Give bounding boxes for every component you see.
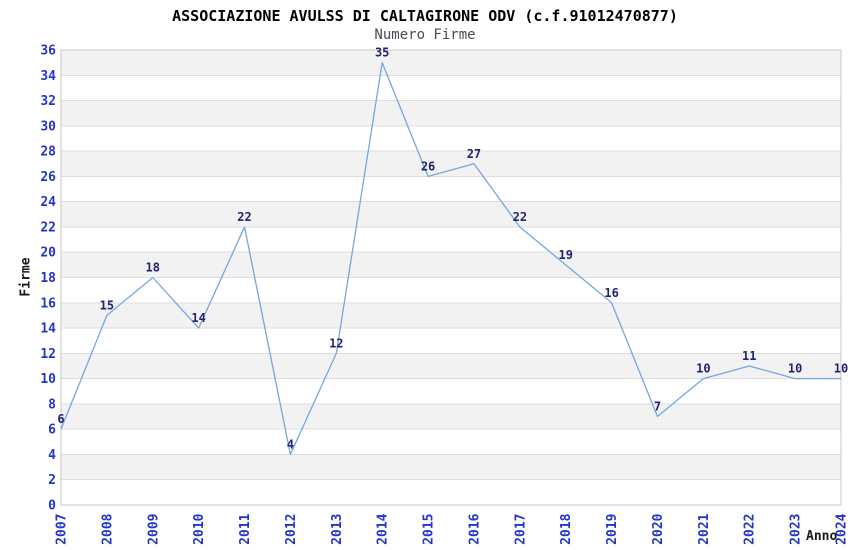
y-tick-label: 2 xyxy=(48,473,56,488)
x-tick-label: 2023 xyxy=(789,514,804,545)
chart-subtitle: Numero Firme xyxy=(374,27,476,43)
data-point-label: 35 xyxy=(375,46,389,60)
x-tick-label: 2007 xyxy=(55,514,70,545)
y-tick-label: 14 xyxy=(40,322,56,337)
y-tick-label: 0 xyxy=(48,499,56,514)
data-point-label: 10 xyxy=(696,362,710,376)
band-row xyxy=(61,429,841,455)
x-tick-label: 2016 xyxy=(467,513,482,544)
data-line xyxy=(60,61,841,456)
data-point-label: 14 xyxy=(191,311,205,325)
data-point-label: 22 xyxy=(513,210,527,224)
x-tick-label: 2019 xyxy=(605,514,620,545)
data-point-label: 4 xyxy=(287,437,294,451)
data-point-label: 10 xyxy=(788,362,802,376)
y-tick-label: 30 xyxy=(40,119,56,134)
y-tick-label: 6 xyxy=(48,423,56,438)
band-row xyxy=(61,151,841,177)
band-row xyxy=(61,50,841,76)
band-row xyxy=(61,75,841,101)
x-tick-label: 2015 xyxy=(422,514,437,545)
band-row xyxy=(61,125,841,152)
chart-title: ASSOCIAZIONE AVULSS DI CALTAGIRONE ODV (… xyxy=(172,7,678,25)
x-tick-label: 2024 xyxy=(835,513,850,544)
y-tick-label: 10 xyxy=(40,372,56,387)
x-axis-title: Anno xyxy=(806,529,838,544)
x-tick-label: 2017 xyxy=(513,514,528,545)
y-tick-label: 34 xyxy=(40,69,56,84)
band-row xyxy=(61,100,841,126)
x-tick-label: 2020 xyxy=(651,513,666,544)
band-row xyxy=(61,353,841,379)
x-tick-label: 2021 xyxy=(697,513,712,544)
band-row xyxy=(61,252,841,278)
y-tick-label: 24 xyxy=(40,195,56,210)
band-row xyxy=(61,302,841,329)
plot-border xyxy=(60,49,842,506)
data-point-label: 12 xyxy=(329,336,343,350)
y-tick-label: 16 xyxy=(40,296,56,311)
y-tick-label: 8 xyxy=(48,397,56,412)
data-point-label: 7 xyxy=(654,400,661,414)
y-tick-label: 18 xyxy=(40,271,56,286)
data-point-label: 16 xyxy=(604,286,618,300)
x-tick-label: 2022 xyxy=(743,514,758,545)
data-point-label: 10 xyxy=(834,362,848,376)
data-point-label: 6 xyxy=(57,412,64,426)
band-row xyxy=(61,454,841,480)
x-tick-label: 2009 xyxy=(146,514,161,545)
data-point-label: 19 xyxy=(558,248,572,262)
x-tick-label: 2014 xyxy=(376,513,391,544)
data-point-label: 27 xyxy=(467,147,481,161)
data-point-label: 11 xyxy=(742,349,756,363)
y-tick-label: 20 xyxy=(40,246,56,261)
x-tick-label: 2011 xyxy=(238,513,253,544)
band-row xyxy=(61,201,841,227)
band-row xyxy=(61,378,841,404)
data-point-label: 15 xyxy=(100,298,114,312)
band-row xyxy=(61,479,841,505)
data-point-label: 22 xyxy=(237,210,251,224)
data-point-label: 26 xyxy=(421,159,435,173)
band-row xyxy=(61,277,841,303)
y-tick-label: 28 xyxy=(40,145,56,160)
band-row xyxy=(61,328,841,354)
y-tick-label: 32 xyxy=(40,94,56,109)
x-tick-label: 2013 xyxy=(330,514,345,545)
x-tick-label: 2018 xyxy=(559,513,574,544)
x-tick-label: 2008 xyxy=(100,513,115,544)
band-row xyxy=(61,403,841,430)
y-tick-label: 22 xyxy=(40,220,56,235)
y-tick-label: 36 xyxy=(40,44,56,59)
y-tick-label: 12 xyxy=(40,347,56,362)
band-row xyxy=(61,226,841,253)
data-point-label: 18 xyxy=(146,261,160,275)
y-tick-label: 4 xyxy=(48,448,56,463)
x-tick-label: 2010 xyxy=(192,513,207,544)
y-axis-title: Firme xyxy=(18,257,34,297)
y-tick-label: 26 xyxy=(40,170,56,185)
band-row xyxy=(61,176,841,202)
x-tick-label: 2012 xyxy=(284,514,299,545)
